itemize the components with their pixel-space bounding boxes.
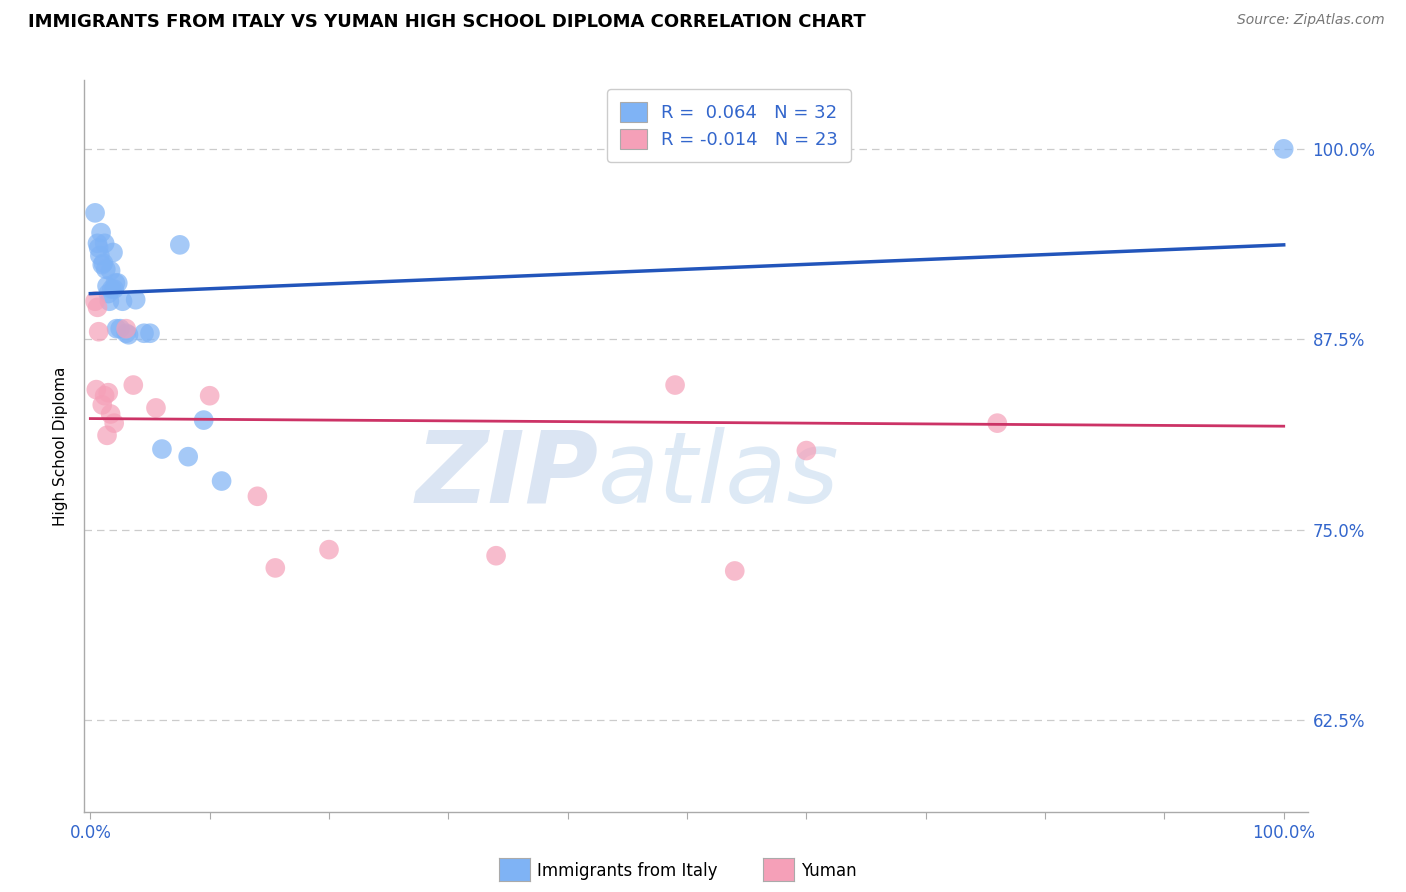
- Point: [986, 416, 1008, 430]
- Point: [198, 389, 221, 403]
- Text: atlas: atlas: [598, 426, 839, 524]
- Point: [246, 489, 269, 503]
- Point: [86, 236, 108, 251]
- Point: [87, 325, 110, 339]
- Point: [97, 385, 120, 400]
- Point: [104, 276, 127, 290]
- Text: Yuman: Yuman: [801, 862, 858, 880]
- Text: Source: ZipAtlas.com: Source: ZipAtlas.com: [1237, 13, 1385, 28]
- Point: [103, 282, 125, 296]
- Point: [84, 294, 107, 309]
- Point: [86, 301, 108, 315]
- Point: [796, 443, 818, 458]
- Point: [93, 389, 115, 403]
- Point: [124, 293, 146, 307]
- Text: IMMIGRANTS FROM ITALY VS YUMAN HIGH SCHOOL DIPLOMA CORRELATION CHART: IMMIGRANTS FROM ITALY VS YUMAN HIGH SCHO…: [28, 13, 866, 31]
- Point: [84, 206, 107, 220]
- Point: [100, 264, 122, 278]
- Point: [108, 321, 131, 335]
- Point: [264, 561, 287, 575]
- Point: [103, 416, 125, 430]
- Point: [115, 321, 138, 335]
- Point: [724, 564, 747, 578]
- Point: [139, 326, 162, 341]
- Point: [93, 256, 115, 270]
- Point: [97, 286, 120, 301]
- Point: [96, 428, 118, 442]
- Point: [211, 474, 233, 488]
- Point: [84, 383, 107, 397]
- Point: [93, 236, 115, 251]
- Legend: R =  0.064   N = 32, R = -0.014   N = 23: R = 0.064 N = 32, R = -0.014 N = 23: [607, 89, 851, 161]
- Point: [101, 282, 124, 296]
- Text: Immigrants from Italy: Immigrants from Italy: [537, 862, 717, 880]
- Point: [98, 294, 121, 309]
- Point: [169, 237, 191, 252]
- Point: [318, 542, 340, 557]
- Point: [90, 226, 112, 240]
- Point: [122, 378, 145, 392]
- Point: [117, 327, 139, 342]
- Point: [100, 407, 122, 421]
- Point: [115, 326, 138, 341]
- Point: [111, 294, 134, 309]
- Point: [150, 442, 173, 456]
- Point: [91, 398, 114, 412]
- Point: [89, 248, 111, 262]
- Point: [1272, 142, 1295, 156]
- Point: [91, 258, 114, 272]
- Point: [485, 549, 508, 563]
- Text: ZIP: ZIP: [415, 426, 598, 524]
- Point: [107, 276, 129, 290]
- Point: [105, 321, 128, 335]
- Point: [94, 262, 117, 277]
- Point: [87, 241, 110, 255]
- Y-axis label: High School Diploma: High School Diploma: [53, 367, 69, 525]
- Point: [177, 450, 200, 464]
- Point: [96, 279, 118, 293]
- Point: [145, 401, 167, 415]
- Point: [664, 378, 686, 392]
- Point: [193, 413, 215, 427]
- Point: [132, 326, 155, 341]
- Point: [101, 245, 124, 260]
